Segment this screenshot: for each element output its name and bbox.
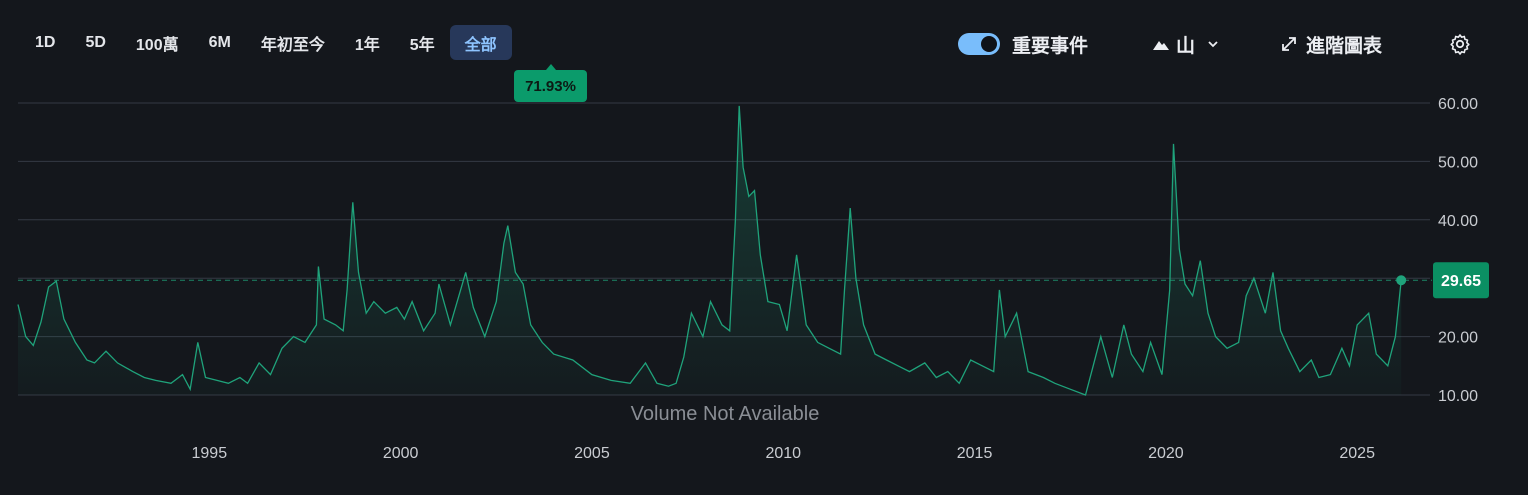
series-area xyxy=(18,105,1402,396)
x-tick-label: 2025 xyxy=(1339,445,1375,462)
toggle-knob xyxy=(981,36,997,52)
x-tick-label: 2015 xyxy=(957,445,993,462)
series-line xyxy=(17,105,1402,396)
advanced-chart-button[interactable]: 進階圖表 xyxy=(1280,28,1382,60)
mountain-chart-icon xyxy=(1153,41,1169,50)
gear-icon[interactable] xyxy=(1448,32,1472,56)
y-tick-label: 60.00 xyxy=(1438,96,1478,113)
x-tick-label: 1995 xyxy=(192,445,228,462)
x-tick-label: 2005 xyxy=(574,445,610,462)
range-button-5[interactable]: 年初至今 xyxy=(260,36,325,54)
change-percent-tag: 71.93% xyxy=(514,64,587,102)
expand-icon xyxy=(1282,37,1296,51)
last-value-label: 29.65 xyxy=(1441,273,1481,290)
range-button-4[interactable]: 6M xyxy=(208,33,231,51)
events-toggle[interactable]: 重要事件 xyxy=(958,28,1088,60)
range-button-1[interactable]: 1D xyxy=(35,33,56,51)
chart-type-label: 山 xyxy=(1176,35,1196,57)
range-button-7[interactable]: 5年 xyxy=(409,36,435,54)
range-button-6[interactable]: 1年 xyxy=(354,36,380,54)
x-tick-label: 2000 xyxy=(383,445,419,462)
last-value-tag xyxy=(1433,262,1489,299)
last-value-dot xyxy=(1396,275,1407,286)
range-button-8[interactable]: 全部 xyxy=(449,25,512,60)
advanced-chart-label: 進階圖表 xyxy=(1306,35,1383,57)
y-tick-label: 40.00 xyxy=(1438,213,1478,230)
events-label: 重要事件 xyxy=(1012,35,1089,57)
y-tick-label: 50.00 xyxy=(1438,154,1478,171)
chevron-down-icon xyxy=(1208,41,1218,48)
range-button-2[interactable]: 5D xyxy=(85,33,106,51)
range-selector: 1D 5D 100萬 6M 年初至今 1年 5年 全部 xyxy=(20,25,512,60)
y-tick-label: 10.00 xyxy=(1438,388,1478,405)
toggle-switch[interactable] xyxy=(958,33,1000,55)
volume-note: Volume Not Available xyxy=(631,403,820,425)
y-tick-label: 20.00 xyxy=(1438,330,1478,347)
x-tick-label: 2010 xyxy=(765,445,801,462)
x-tick-label: 2020 xyxy=(1148,445,1184,462)
chart-toolbar: 重要事件 山 進階圖表 xyxy=(958,28,1528,60)
chart-type-dropdown[interactable]: 山 xyxy=(1152,28,1219,60)
range-button-3[interactable]: 100萬 xyxy=(135,36,179,54)
